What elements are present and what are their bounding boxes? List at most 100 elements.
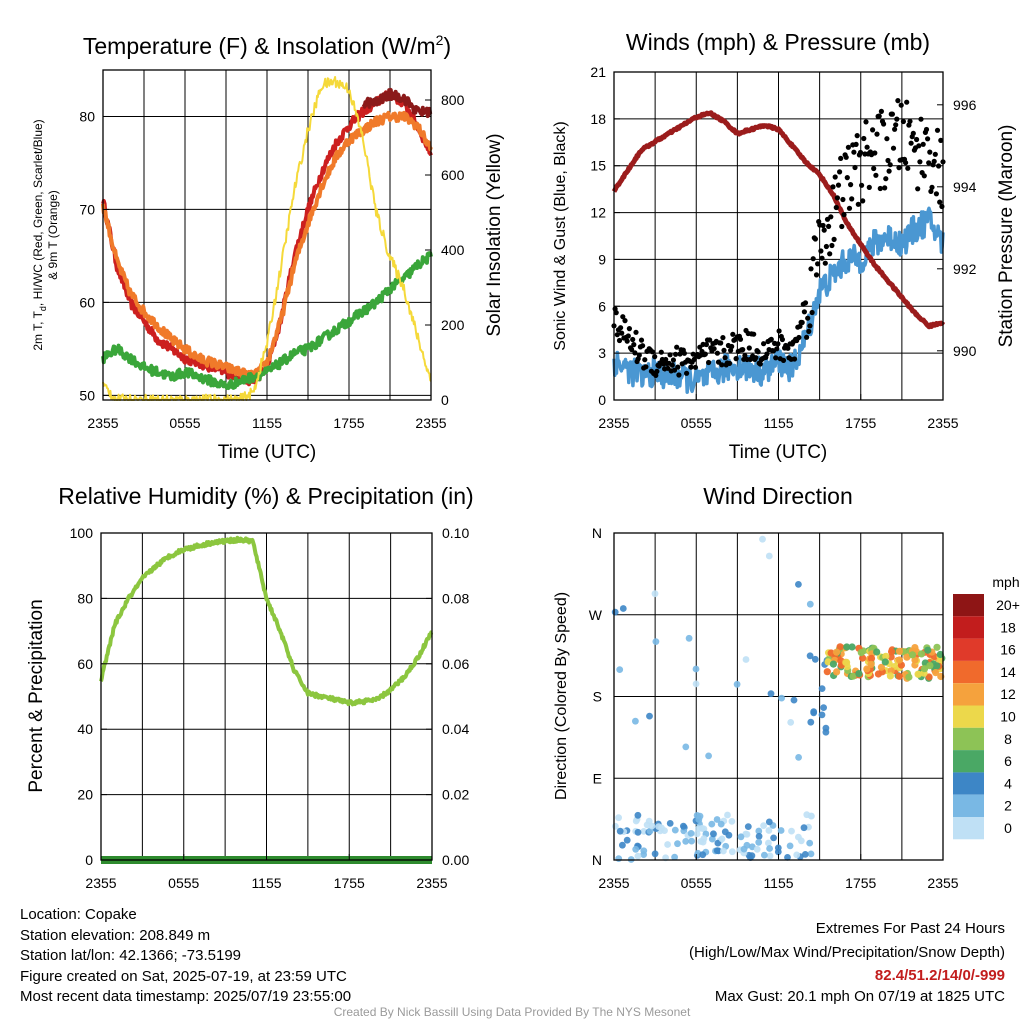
temp-series <box>101 76 433 401</box>
gust-point-261 <box>898 102 904 108</box>
direction-point-292 <box>848 643 856 651</box>
winds-xlabel: Time (UTC) <box>729 442 828 463</box>
gust-point-202 <box>833 204 839 211</box>
gust-point-203 <box>834 195 841 201</box>
gust-point-175 <box>804 334 810 340</box>
gust-point-220 <box>853 141 859 147</box>
winds-ytick-label-0: 0 <box>598 392 606 408</box>
humidity-title: Relative Humidity (%) & Precipitation (i… <box>58 483 473 509</box>
direction-point-299 <box>926 662 934 670</box>
direction-point-110 <box>807 812 815 820</box>
direction-point-26 <box>755 832 763 840</box>
direction-point-239 <box>905 673 913 681</box>
temp-ytick-label-2: 70 <box>79 201 95 217</box>
winds-ytick-label-5: 15 <box>590 158 606 174</box>
gust-point-150 <box>776 328 782 334</box>
direction-point-89 <box>695 825 702 833</box>
precip-ytick-label-0: 0.00 <box>442 852 469 868</box>
pressure-ylabel-right: Station Pressure (Maroon) <box>996 125 1017 348</box>
direction-time-ticks: 2355 0555 1155 1755 2355 <box>598 854 959 891</box>
direction-point-144 <box>713 816 721 823</box>
direction-point-114 <box>700 835 708 843</box>
colorbar-swatch-6 <box>953 727 984 751</box>
gust-point-64 <box>681 350 688 356</box>
precip-ytick-label-3: 0.06 <box>442 656 469 672</box>
gust-point-25 <box>638 337 645 343</box>
direction-point-81 <box>700 825 708 833</box>
colorbar-swatch-2 <box>953 638 984 661</box>
gust-point-143 <box>768 336 774 342</box>
direction-point-107 <box>774 844 782 852</box>
direction-point-277 <box>829 660 838 668</box>
direction-point-245 <box>887 653 895 661</box>
direction-point-67 <box>640 851 647 858</box>
temp-ylabel-left: 2m T, Td, HI/WC (Red, Green, Scarlet/Blu… <box>31 119 48 350</box>
colorbar-label-8: 4 <box>1004 775 1012 791</box>
temp-series-2 <box>101 251 433 390</box>
gust-point-196 <box>827 251 833 257</box>
direction-point-145 <box>718 835 726 843</box>
direction-point-282 <box>933 662 941 670</box>
gust-point-200 <box>831 236 837 242</box>
created-text: Figure created on Sat, 2025-07-19, at 23… <box>20 967 347 985</box>
direction-point-112 <box>646 712 653 720</box>
direction-point-58 <box>623 836 631 844</box>
direction-point-250 <box>933 643 941 651</box>
gust-point-284 <box>923 126 930 133</box>
direction-point-154 <box>810 708 818 716</box>
gust-point-190 <box>820 222 826 229</box>
colorbar-title: mph <box>992 574 1019 590</box>
gust-point-265 <box>903 160 909 166</box>
elevation-text: Station elevation: 208.849 m <box>20 926 211 944</box>
direction-point-98 <box>806 600 814 608</box>
direction-point-63 <box>708 820 716 828</box>
gust-point-179 <box>808 266 814 272</box>
winds-ytick-label-7: 21 <box>590 64 606 80</box>
gust-point-136 <box>761 341 767 347</box>
direction-point-142 <box>800 824 808 832</box>
humidity-time-tick-label-1: 0555 <box>168 875 199 891</box>
colorbar-label-1: 18 <box>1000 619 1016 635</box>
gust-point-129 <box>753 355 759 361</box>
direction-time-tick-label-0: 2355 <box>598 875 629 891</box>
gust-point-51 <box>667 352 673 358</box>
direction-point-69 <box>688 837 695 845</box>
extremes-values: 82.4/51.2/14/0/-999 <box>874 967 1005 984</box>
winds-time-tick-label-2: 1155 <box>763 415 793 431</box>
gust-point-251 <box>887 162 893 168</box>
direction-point-1 <box>685 634 693 642</box>
precip-right-ticks: 0.00 0.02 0.04 0.06 0.08 0.10 <box>426 525 469 868</box>
direction-point-27 <box>671 853 678 861</box>
gust-point-164 <box>791 356 798 362</box>
gust-point-16 <box>629 346 635 353</box>
colorbar-label-9: 2 <box>1004 798 1012 814</box>
gust-point-248 <box>884 136 890 142</box>
colorbar-label-5: 10 <box>1000 709 1016 725</box>
pressure-ytick-label-2: 994 <box>953 179 977 195</box>
direction-point-17 <box>616 666 624 673</box>
gust-point-245 <box>881 121 887 127</box>
gust-point-131 <box>755 349 761 355</box>
winds-ytick-label-1: 3 <box>598 345 606 361</box>
gust-point-2 <box>613 310 619 316</box>
humidity-ylabel-left: Percent & Precipitation <box>26 599 47 792</box>
direction-point-272 <box>843 643 851 651</box>
gust-point-270 <box>908 140 914 146</box>
gust-point-183 <box>812 236 819 242</box>
solar-ytick-label-1: 200 <box>441 317 465 333</box>
direction-point-117 <box>682 838 690 845</box>
direction-point-101 <box>692 680 700 688</box>
direction-point-99 <box>705 752 712 760</box>
gust-point-54 <box>670 357 677 363</box>
gust-point-254 <box>890 145 897 151</box>
gust-point-242 <box>877 185 883 192</box>
gust-point-289 <box>929 184 935 190</box>
direction-point-38 <box>765 818 773 826</box>
direction-point-3 <box>770 834 777 842</box>
gust-point-219 <box>852 164 858 171</box>
gust-point-225 <box>859 182 865 188</box>
temp-left-ticks: 50 60 70 80 <box>79 108 109 403</box>
direction-point-83 <box>755 838 763 846</box>
